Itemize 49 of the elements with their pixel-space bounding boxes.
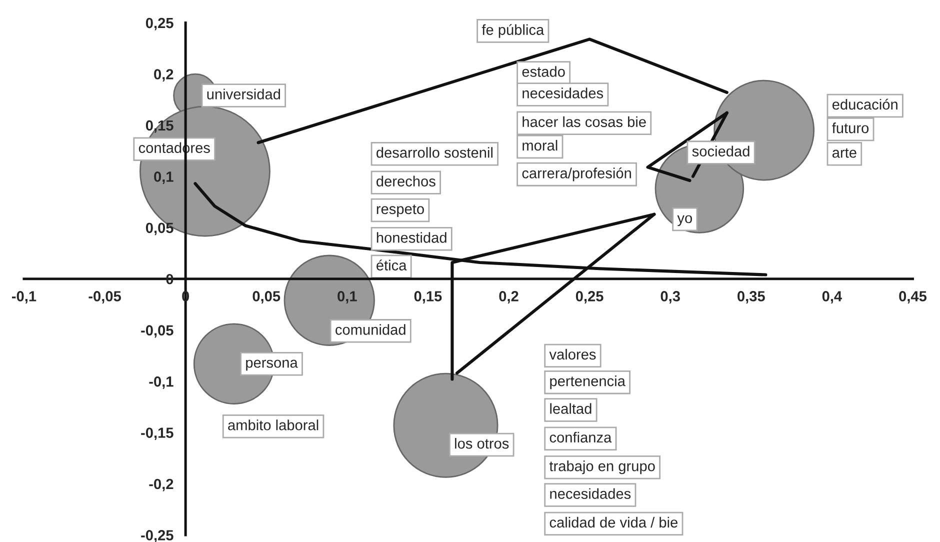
data-label: universidad xyxy=(207,88,280,100)
y-tick-label: -0,15 xyxy=(141,428,174,440)
y-tick-label: -0,05 xyxy=(141,325,174,338)
y-tick-label: 0,1 xyxy=(154,172,174,184)
annotation: calidad de vida / bie xyxy=(550,516,678,528)
x-tick-label: 0,15 xyxy=(414,291,442,304)
annotation: lealtad xyxy=(550,403,592,414)
annotation: necesidades xyxy=(522,88,604,98)
annotation: ambito laboral xyxy=(228,420,318,430)
data-label: persona xyxy=(246,360,298,371)
x-tick-label: 0,3 xyxy=(660,291,680,304)
y-tick-label: 0 xyxy=(166,274,174,284)
y-tick-label: -0,2 xyxy=(149,478,174,492)
data-label: yo xyxy=(677,215,692,226)
x-tick-label: 0,45 xyxy=(899,291,927,304)
annotation: hacer las cosas bie xyxy=(522,116,646,128)
data-label: sociedad xyxy=(692,146,750,156)
annotation: futuro xyxy=(832,122,869,134)
annotation: arte xyxy=(832,148,856,158)
annotation: desarrollo sostenil xyxy=(376,147,492,158)
y-tick-label: -0,1 xyxy=(149,376,174,389)
data-label: los otros xyxy=(455,438,509,449)
x-tick-label: 0,25 xyxy=(576,291,604,304)
y-tick-label: 0,25 xyxy=(146,18,174,30)
annotation: educación xyxy=(832,98,898,110)
annotation: estado xyxy=(522,66,565,77)
data-label: comunidad xyxy=(336,324,406,335)
x-tick-label: -0,05 xyxy=(88,291,121,304)
x-tick-label: 0,35 xyxy=(738,291,765,304)
y-tick-label: 0,2 xyxy=(154,69,174,82)
annotation: honestidad xyxy=(376,232,446,243)
y-tick-label: -0,25 xyxy=(141,530,174,542)
annotation: trabajo en grupo xyxy=(549,460,655,474)
annotation: respeto xyxy=(376,204,424,218)
annotation: carrera/profesión xyxy=(522,167,631,182)
annotation: confianza xyxy=(550,432,612,443)
x-tick-label: -0,1 xyxy=(12,291,36,304)
annotation: ética xyxy=(376,260,407,270)
annotation: valores xyxy=(549,348,596,360)
annotation: necesidades xyxy=(550,488,631,499)
annotation: fe pública xyxy=(482,24,544,38)
x-tick-label: 0,1 xyxy=(338,291,357,304)
x-tick-label: 0,4 xyxy=(822,291,842,304)
annotation: moral xyxy=(522,140,558,151)
y-tick-label: 0,05 xyxy=(146,222,174,236)
x-tick-label: 0,2 xyxy=(499,291,518,304)
annotation: derechos xyxy=(376,176,436,186)
x-tick-label: 0,05 xyxy=(252,291,280,304)
annotation: pertenencia xyxy=(550,376,626,390)
